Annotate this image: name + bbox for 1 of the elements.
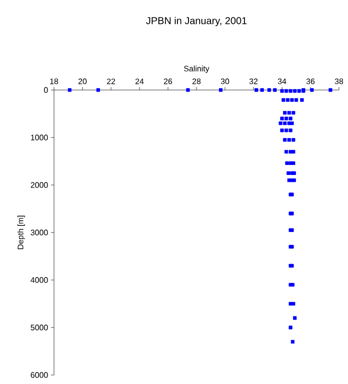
chart-title: JPBN in January, 2001 — [146, 16, 247, 26]
